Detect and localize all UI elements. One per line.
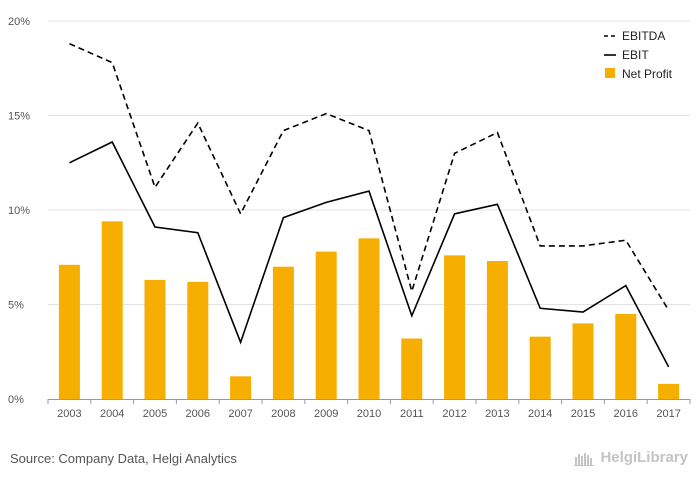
source-note: Source: Company Data, Helgi Analytics [10,451,237,466]
bar [529,336,551,399]
x-tick-label: 2004 [100,408,124,420]
brand-logo: HelgiLibrary [574,449,688,466]
bar [230,376,252,399]
bar [144,279,166,399]
x-tick-label: 2006 [186,408,210,420]
bar [58,264,80,399]
x-tick-label: 2016 [614,408,638,420]
x-tick-label: 2009 [314,408,338,420]
bar [658,383,680,399]
y-tick-label: 0% [8,394,24,406]
y-tick-label: 15% [8,111,30,123]
x-tick-label: 2010 [357,408,381,420]
series-line [69,42,670,311]
bar [272,266,294,399]
library-icon [574,452,595,466]
legend-label: EBIT [622,48,649,62]
series-line [69,140,670,368]
x-tick-label: 2008 [271,408,295,420]
x-tick-label: 2015 [571,408,595,420]
bar [486,261,508,399]
x-tick-label: 2017 [656,408,680,420]
brand-name: HelgiLibrary [600,449,688,466]
y-tick-label: 10% [8,205,30,217]
x-tick-label: 2011 [400,408,424,420]
bar [444,255,466,399]
bar [358,238,380,399]
legend-swatch [605,68,615,78]
x-tick-label: 2013 [485,408,509,420]
bar [101,221,123,399]
bar [615,313,637,399]
y-tick-label: 20% [8,16,30,28]
y-tick-label: 5% [8,300,24,312]
bar [401,338,423,399]
x-tick-label: 2007 [228,408,252,420]
chart: 0% 5% 10% 15% 20% 2003 2004 2005 2006 2007 2008 200… [8,16,691,420]
legend-label: EBITDA [622,29,665,43]
x-tick-label: 2003 [57,408,81,420]
legend-label: Net Profit [622,67,673,81]
x-tick-label: 2005 [143,408,167,420]
bar [572,323,594,399]
chart-svg: 0% 5% 10% 15% 20% 2003 2004 2005 2006 2007 2008 200… [8,16,691,420]
x-tick-label: 2014 [528,408,552,420]
x-tick-label: 2012 [442,408,466,420]
bar [315,251,337,399]
bar [187,281,209,399]
